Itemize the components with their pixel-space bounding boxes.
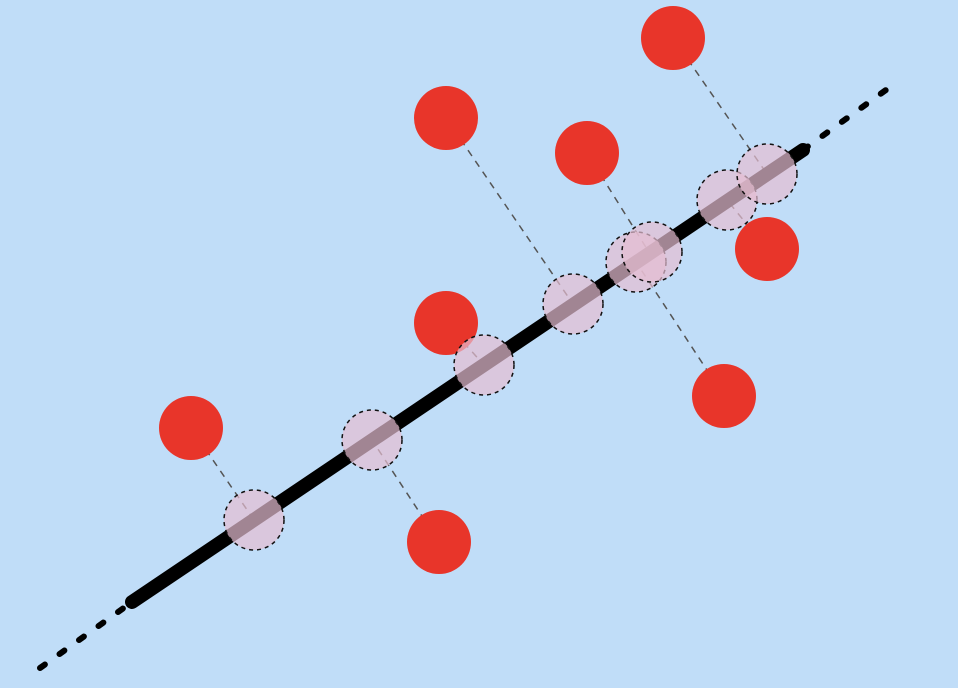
points — [159, 6, 799, 574]
projected-point — [621, 221, 683, 283]
projected-point — [453, 334, 515, 396]
projected-point — [223, 489, 285, 551]
projection-line — [445, 117, 574, 305]
projected-point — [736, 143, 798, 205]
axis-extension — [37, 599, 135, 671]
projected-point — [341, 409, 403, 471]
point — [735, 217, 799, 281]
axis-extension — [800, 79, 900, 153]
point — [159, 396, 223, 460]
projected-point — [542, 273, 604, 335]
projections — [223, 143, 798, 551]
point — [414, 291, 478, 355]
point — [555, 121, 619, 185]
point — [407, 510, 471, 574]
point — [414, 86, 478, 150]
point — [641, 6, 705, 70]
point — [692, 364, 756, 428]
